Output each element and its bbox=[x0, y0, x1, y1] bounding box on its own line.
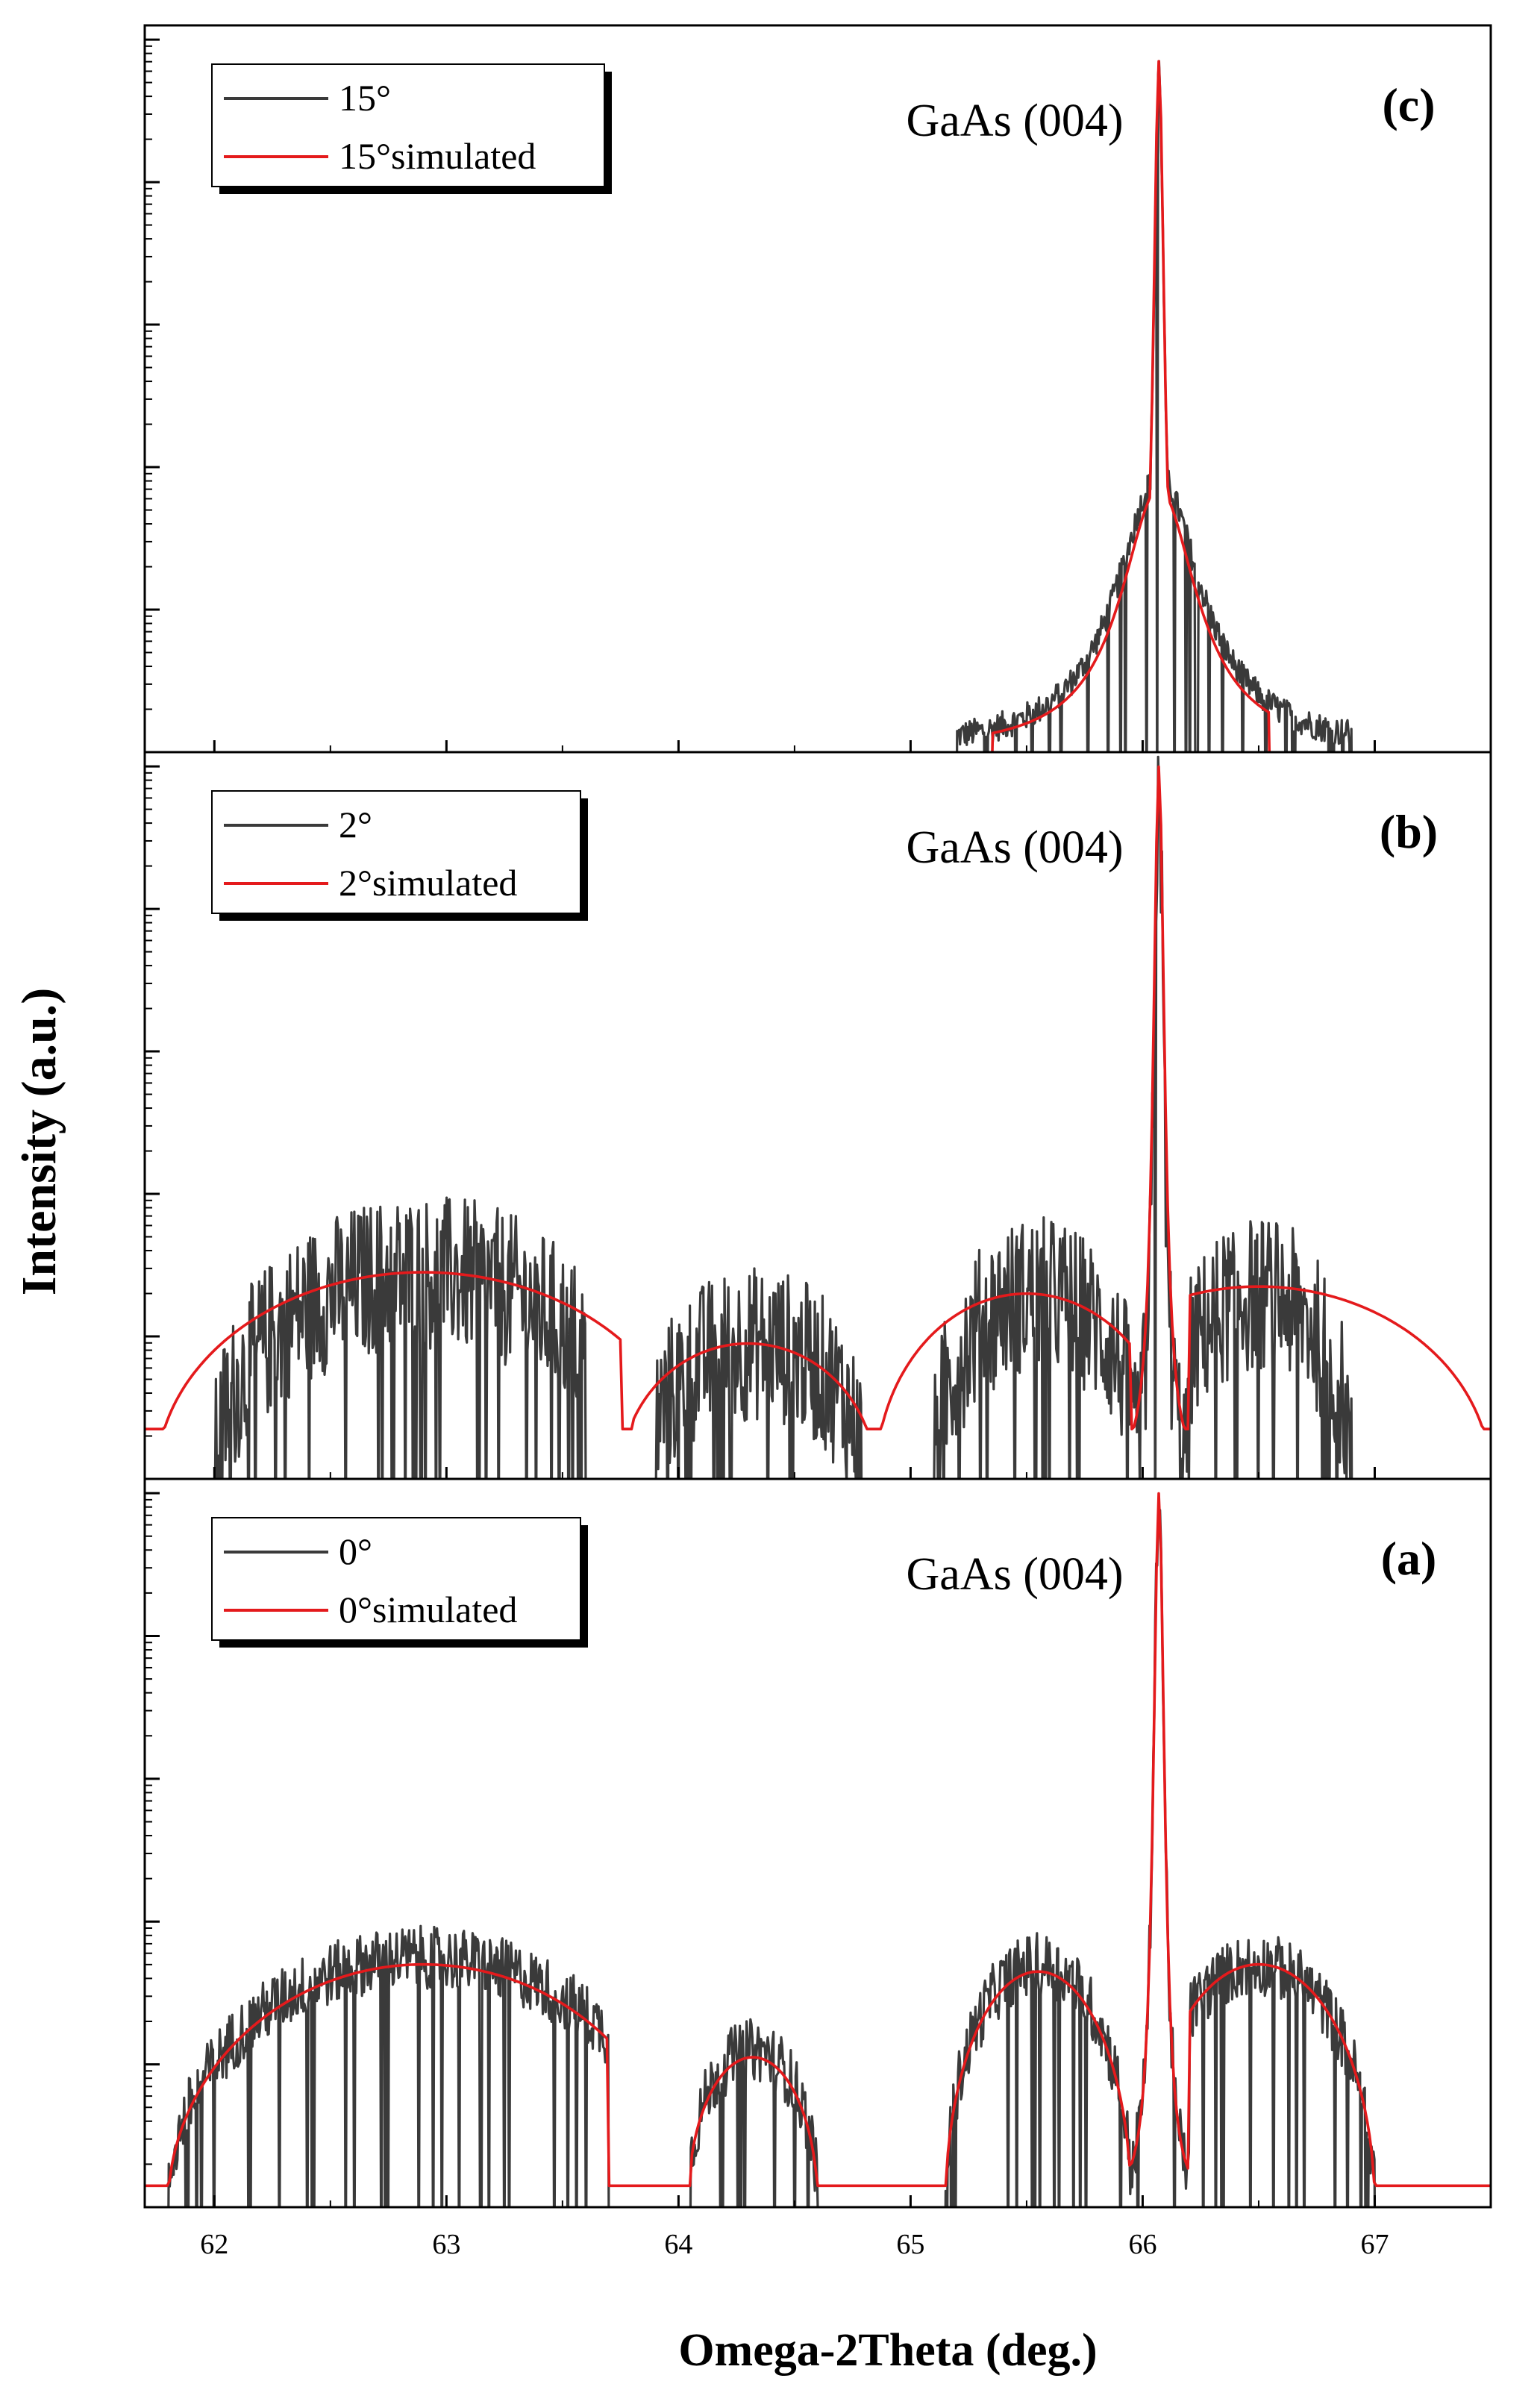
panel-a: 62 63 64 65 66 67 0° 0°simulated GaAs (004) (a) bbox=[143, 1477, 1492, 2260]
panel-label: (c) bbox=[1382, 78, 1435, 131]
series-simulated-a bbox=[145, 1492, 1491, 2188]
legend-box bbox=[211, 1517, 581, 1641]
plot-frame bbox=[143, 1477, 1492, 2209]
legend-entry: 15° bbox=[339, 77, 391, 119]
x-tick-label: 62 bbox=[200, 2229, 228, 2260]
series-simulated-c bbox=[991, 60, 1271, 752]
legend-box bbox=[211, 63, 605, 187]
legend-entry: 15°simulated bbox=[339, 135, 536, 177]
legend-entry: 0° bbox=[339, 1530, 372, 1572]
legend-entry: 2°simulated bbox=[339, 862, 517, 904]
series-simulated-b bbox=[145, 765, 1491, 1430]
peak-annotation: GaAs (004) bbox=[907, 822, 1124, 873]
legend-entry: 0°simulated bbox=[339, 1589, 517, 1630]
x-tick-label: 67 bbox=[1360, 2229, 1389, 2260]
legend-entry: 2° bbox=[339, 804, 372, 845]
y-axis-label: Intensity (a.u.) bbox=[12, 988, 66, 1296]
panel-label: (a) bbox=[1381, 1532, 1437, 1585]
peak-annotation: GaAs (004) bbox=[907, 96, 1124, 146]
peak-annotation: GaAs (004) bbox=[907, 1549, 1124, 1600]
panel-c: 15° 15°simulated GaAs (004) (c) bbox=[143, 24, 1492, 754]
x-axis-label: Omega-2Theta (deg.) bbox=[678, 2325, 1097, 2376]
legend-box bbox=[211, 790, 581, 914]
panel-b: 2° 2°simulated GaAs (004) (b) bbox=[143, 751, 1492, 1480]
panel-label: (b) bbox=[1380, 805, 1438, 858]
series-measured-b bbox=[213, 755, 1353, 1479]
x-tick-label: 66 bbox=[1128, 2229, 1156, 2260]
x-tick-label: 63 bbox=[432, 2229, 460, 2260]
x-tick-label: 65 bbox=[896, 2229, 924, 2260]
x-tick-label: 64 bbox=[664, 2229, 692, 2260]
